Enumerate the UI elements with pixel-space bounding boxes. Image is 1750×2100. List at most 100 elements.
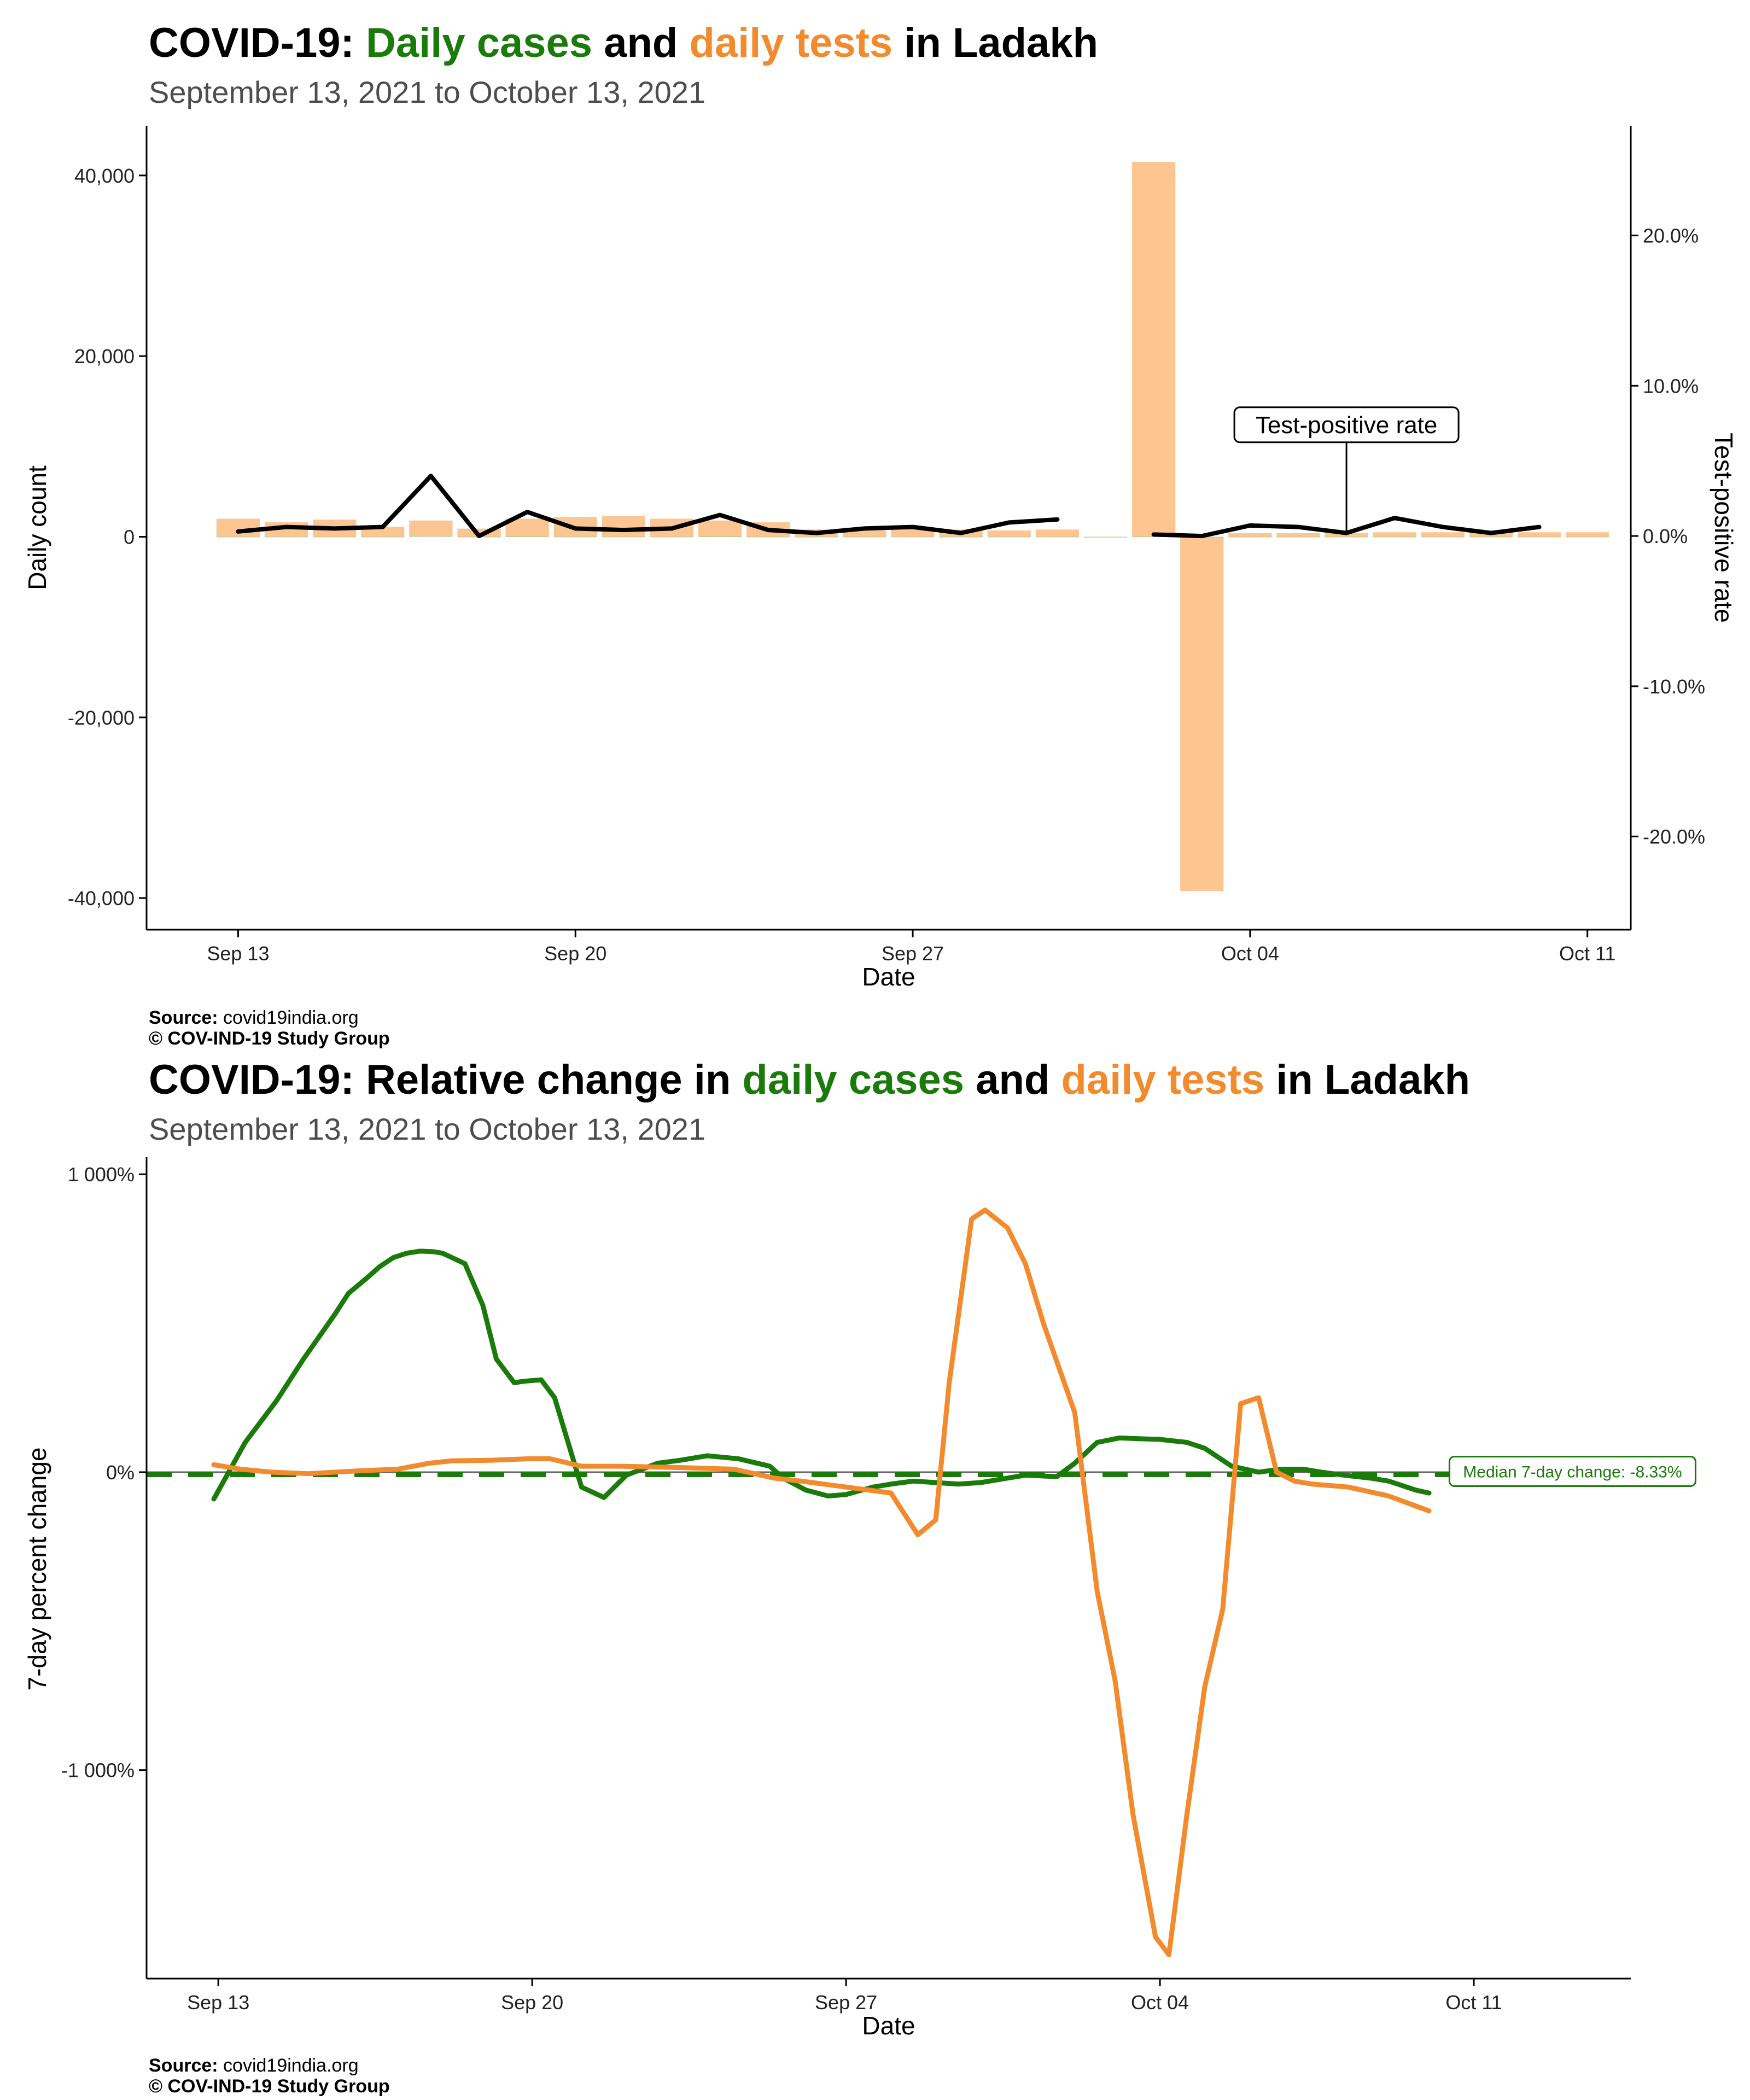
y-tick-label: -20,000 bbox=[68, 707, 135, 729]
source-value: covid19india.org bbox=[218, 1007, 359, 1028]
bar-daily-cases bbox=[602, 536, 646, 538]
bar-daily-cases bbox=[746, 536, 790, 538]
source-note: Source: covid19india.org bbox=[149, 1007, 359, 1028]
bar-daily-tests bbox=[1276, 533, 1320, 537]
bar-daily-cases bbox=[843, 536, 886, 538]
bar-daily-cases bbox=[1035, 536, 1080, 538]
median-label-box bbox=[1448, 1456, 1696, 1488]
bar-daily-cases bbox=[1083, 536, 1128, 538]
x-tick-label: Sep 13 bbox=[187, 1991, 249, 2014]
y-tick-label: 1 000% bbox=[68, 1163, 135, 1186]
bar-daily-cases bbox=[553, 536, 597, 538]
y-right-axis-label: Test-positive rate bbox=[1710, 433, 1738, 623]
bar-daily-tests bbox=[1228, 533, 1272, 537]
bar-daily-tests bbox=[602, 516, 646, 537]
chart-relative-change: COVID-19: Relative change in daily cases… bbox=[23, 1057, 1696, 2097]
y-axis-label: Daily count bbox=[23, 465, 51, 590]
title-segment: Daily cases bbox=[366, 20, 592, 66]
test-positive-rate-line bbox=[236, 474, 1060, 539]
y-right-tick-label: 0.0% bbox=[1643, 525, 1688, 547]
title-segment: and bbox=[964, 1057, 1061, 1103]
bar-daily-tests bbox=[409, 520, 453, 537]
bar-daily-tests bbox=[843, 530, 886, 537]
y-tick-label: 0 bbox=[124, 526, 135, 549]
x-axis-label: Date bbox=[862, 2011, 915, 2040]
bar-daily-tests bbox=[698, 520, 742, 537]
bar-daily-cases bbox=[650, 536, 694, 538]
source-value: covid19india.org bbox=[218, 2055, 359, 2076]
y-tick-label: -1 000% bbox=[61, 1759, 135, 1782]
median-label: Median 7-day change: -8.33% bbox=[1463, 1463, 1682, 1481]
x-tick-label: Oct 04 bbox=[1131, 1991, 1189, 2014]
bar-daily-tests bbox=[1373, 532, 1416, 537]
chart-daily-cases-tests: COVID-19: Daily cases and daily tests in… bbox=[23, 20, 1738, 1049]
annotation-text: Test-positive rate bbox=[1256, 412, 1438, 439]
x-tick-label: Sep 20 bbox=[544, 942, 606, 965]
bar-daily-cases bbox=[698, 536, 742, 538]
bar-daily-cases bbox=[1276, 536, 1320, 538]
x-axis-label: Date bbox=[862, 962, 915, 991]
bar-daily-tests bbox=[987, 530, 1031, 537]
bar-daily-tests bbox=[1566, 532, 1609, 537]
title-segment: daily tests bbox=[1061, 1057, 1264, 1103]
x-tick-label: Oct 11 bbox=[1445, 1991, 1502, 2014]
y-tick-label: 20,000 bbox=[74, 345, 135, 368]
copyright-note: © COV-IND-19 Study Group bbox=[149, 1028, 390, 1049]
bar-daily-cases bbox=[1517, 536, 1561, 538]
y-right-tick-label: 20.0% bbox=[1643, 225, 1699, 247]
bar-daily-tests bbox=[505, 518, 549, 537]
bar-daily-cases bbox=[505, 536, 549, 538]
x-tick-label: Sep 27 bbox=[815, 1991, 877, 2014]
y-tick-label: 40,000 bbox=[74, 165, 135, 187]
bar-daily-tests bbox=[891, 528, 935, 537]
title-segment: COVID-19: Relative change in bbox=[149, 1057, 742, 1103]
x-tick-label: Oct 11 bbox=[1559, 942, 1615, 965]
series-line-daily-tests bbox=[211, 1208, 1432, 1957]
bar-daily-cases bbox=[1131, 536, 1176, 538]
bar-daily-cases bbox=[1325, 536, 1368, 538]
bar-daily-cases bbox=[1566, 536, 1609, 538]
bar-daily-tests bbox=[216, 518, 260, 537]
title-segment: daily tests bbox=[689, 20, 892, 66]
y-axis-label: 7-day percent change bbox=[23, 1448, 51, 1691]
chart-title: COVID-19: Daily cases and daily tests in… bbox=[149, 20, 1098, 66]
title-segment: daily cases bbox=[742, 1057, 964, 1103]
bar-daily-tests bbox=[1035, 529, 1080, 537]
x-tick-label: Sep 27 bbox=[882, 942, 944, 965]
bar-daily-tests bbox=[1131, 162, 1176, 537]
chart-subtitle: September 13, 2021 to October 13, 2021 bbox=[149, 1112, 705, 1146]
title-segment: and bbox=[592, 20, 689, 66]
title-segment: COVID-19: bbox=[149, 20, 366, 66]
x-tick-label: Sep 20 bbox=[501, 1991, 563, 2014]
y-right-tick-label: 10.0% bbox=[1643, 375, 1699, 397]
annotation-box bbox=[1233, 406, 1460, 444]
bar-daily-cases bbox=[891, 536, 935, 538]
bar-daily-cases bbox=[216, 536, 260, 538]
bar-daily-cases bbox=[313, 536, 357, 538]
bar-daily-cases bbox=[1228, 536, 1272, 538]
bar-daily-tests bbox=[1180, 536, 1224, 891]
y-right-tick-label: -20.0% bbox=[1643, 826, 1705, 848]
title-segment: in Ladakh bbox=[1264, 1057, 1470, 1103]
x-tick-label: Sep 13 bbox=[207, 942, 269, 965]
copyright-note: © COV-IND-19 Study Group bbox=[149, 2076, 390, 2097]
x-tick-label: Oct 04 bbox=[1221, 942, 1279, 965]
title-segment: in Ladakh bbox=[892, 20, 1098, 66]
series-line-daily-cases bbox=[211, 1249, 1432, 1502]
bar-daily-tests bbox=[1517, 532, 1561, 537]
bar-daily-cases bbox=[987, 536, 1031, 538]
chart-subtitle: September 13, 2021 to October 13, 2021 bbox=[149, 75, 705, 109]
bar-daily-tests bbox=[1421, 532, 1465, 537]
chart-title: COVID-19: Relative change in daily cases… bbox=[149, 1057, 1470, 1103]
bar-daily-cases bbox=[361, 536, 405, 538]
bar-daily-cases bbox=[264, 536, 308, 538]
bar-daily-cases bbox=[1421, 536, 1465, 538]
source-label: Source: bbox=[149, 2055, 218, 2076]
y-tick-label: 0% bbox=[106, 1461, 135, 1484]
bar-daily-cases bbox=[795, 536, 838, 538]
source-label: Source: bbox=[149, 1007, 218, 1028]
y-right-tick-label: -10.0% bbox=[1643, 675, 1705, 698]
bar-daily-cases bbox=[1469, 536, 1513, 538]
source-note: Source: covid19india.org bbox=[149, 2055, 359, 2076]
